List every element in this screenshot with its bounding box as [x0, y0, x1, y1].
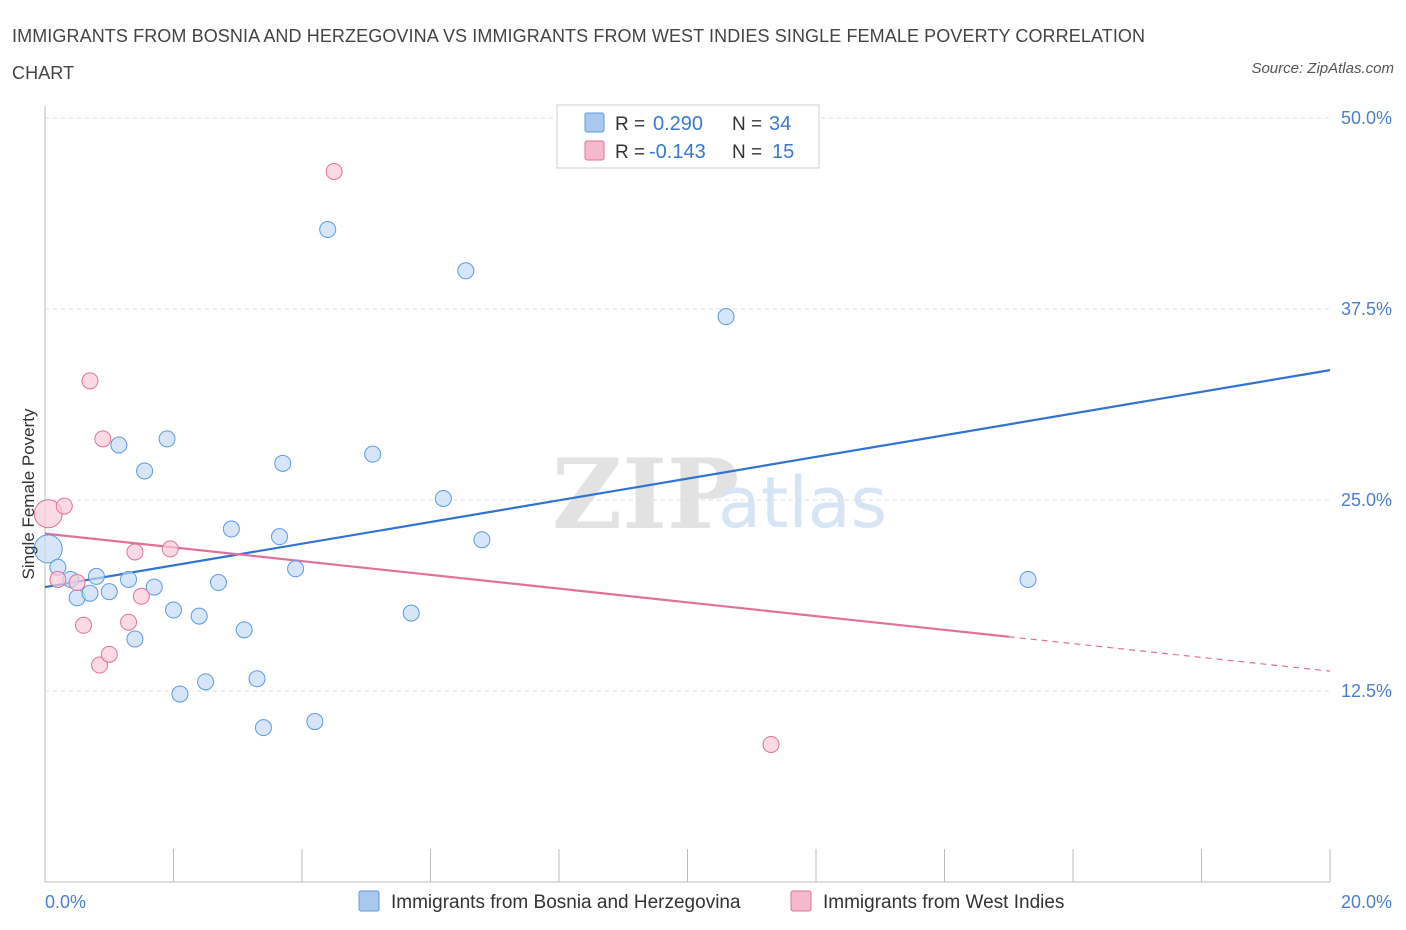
- data-point: [190, 607, 208, 625]
- data-point: [100, 645, 118, 663]
- tick-labels: 12.5% 25.0% 37.5% 50.0% 0.0% 20.0%: [45, 108, 1392, 912]
- data-point: [91, 656, 109, 674]
- data-point: [171, 685, 189, 703]
- data-point: [197, 673, 215, 691]
- grid-lines: [45, 117, 1330, 692]
- data-point: [235, 621, 253, 639]
- data-point: [33, 534, 63, 564]
- legend-r-value-west-indies: -0.143: [649, 141, 706, 163]
- data-point: [94, 430, 112, 448]
- data-point: [274, 454, 292, 472]
- data-point: [100, 583, 118, 601]
- series-legend: Immigrants from Bosnia and Herzegovina I…: [358, 890, 1064, 913]
- data-point: [306, 713, 324, 731]
- series-legend-swatch-bosnia: [358, 890, 380, 912]
- legend-r-label: R =: [615, 114, 645, 135]
- legend-r-label: R =: [615, 142, 645, 163]
- data-point: [120, 613, 138, 631]
- data-point: [49, 570, 67, 588]
- trend-lines: [44, 369, 1331, 672]
- data-point: [271, 528, 289, 546]
- data-point: [434, 489, 452, 507]
- data-point: [68, 574, 86, 592]
- y-tick-label: 12.5%: [1341, 681, 1392, 701]
- data-point: [402, 604, 420, 622]
- y-tick-label: 25.0%: [1341, 490, 1392, 510]
- data-point: [1019, 570, 1037, 588]
- legend-n-value-bosnia: 34: [769, 113, 791, 135]
- data-point: [248, 670, 266, 688]
- source-label: Source: ZipAtlas.com: [1251, 60, 1394, 77]
- trend-line: [44, 532, 1009, 638]
- data-point: [762, 735, 780, 753]
- legend-n-label: N =: [732, 114, 762, 135]
- data-point: [81, 584, 99, 602]
- data-point: [126, 630, 144, 648]
- x-tick-label: 20.0%: [1341, 892, 1392, 912]
- legend-swatch-bosnia: [584, 112, 605, 133]
- correlation-legend: R = 0.290 N = 34 R = -0.143 N = 15: [556, 104, 820, 169]
- data-point: [325, 162, 343, 180]
- data-point: [158, 430, 176, 448]
- axes: [44, 106, 1331, 883]
- data-points: [33, 162, 1037, 753]
- series-legend-swatch-west-indies: [790, 890, 812, 912]
- series-legend-label-west-indies: Immigrants from West Indies: [823, 892, 1064, 913]
- trend-line-extension: [1008, 636, 1331, 672]
- data-point: [717, 308, 735, 326]
- legend-swatch-west-indies: [584, 140, 605, 161]
- data-point: [126, 543, 144, 561]
- legend-r-value-bosnia: 0.290: [653, 113, 703, 135]
- watermark-atlas: atlas: [718, 462, 887, 544]
- y-axis-title: Single Female Poverty: [19, 408, 38, 580]
- data-point: [287, 560, 305, 578]
- x-tick-label: 0.0%: [45, 892, 86, 912]
- legend-n-label: N =: [732, 142, 762, 163]
- legend-n-value-west-indies: 15: [772, 141, 794, 163]
- watermark-zip: ZIP: [552, 438, 739, 551]
- trend-line: [44, 369, 1331, 589]
- data-point: [254, 719, 272, 737]
- data-point: [110, 436, 128, 454]
- data-point: [75, 616, 93, 634]
- data-point: [364, 445, 382, 463]
- data-point: [132, 587, 150, 605]
- data-point: [55, 497, 73, 515]
- data-point: [136, 462, 154, 480]
- data-point: [81, 372, 99, 390]
- data-point: [473, 531, 491, 549]
- y-tick-label: 37.5%: [1341, 299, 1392, 319]
- data-point: [165, 601, 182, 619]
- data-point: [87, 567, 105, 585]
- y-tick-label: 50.0%: [1341, 108, 1392, 128]
- watermark: ZIP atlas: [552, 438, 887, 551]
- data-point: [145, 578, 163, 596]
- chart-title: IMMIGRANTS FROM BOSNIA AND HERZEGOVINA V…: [12, 26, 1146, 83]
- data-point: [319, 221, 337, 239]
- series-legend-label-bosnia: Immigrants from Bosnia and Herzegovina: [391, 892, 741, 913]
- data-point: [222, 520, 240, 538]
- data-point: [120, 570, 138, 588]
- data-point: [209, 574, 227, 592]
- data-point: [161, 540, 179, 558]
- data-point: [457, 262, 475, 280]
